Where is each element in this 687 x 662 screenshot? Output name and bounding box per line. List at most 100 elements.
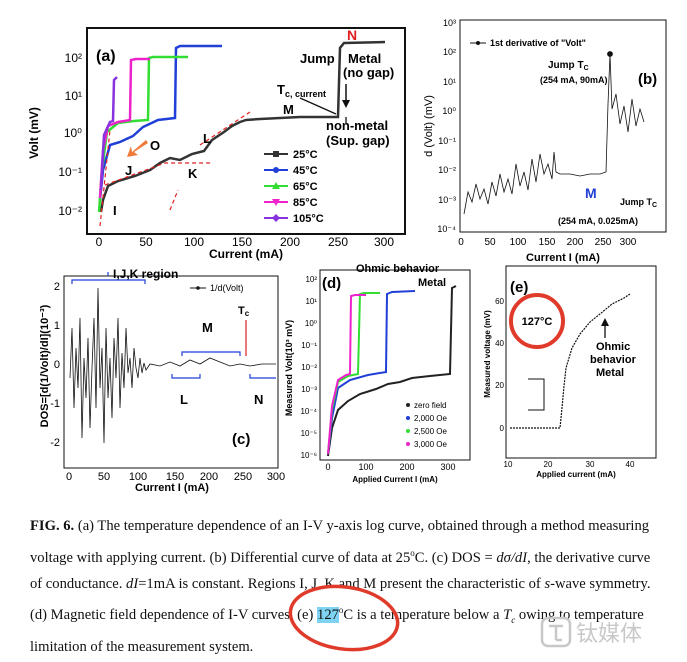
panel-b-annotations: 1st derivative of "Volt" Jump TC (254 mA… bbox=[470, 38, 657, 226]
panel-a-xlabel: Current (mA) bbox=[209, 247, 283, 261]
caption-deg-2: o bbox=[338, 605, 344, 616]
watermark-text: 钛媒体 bbox=[576, 621, 642, 646]
panel-d-xlabel: Applied Current I (mA) bbox=[352, 475, 438, 484]
legend-65c: 65°C bbox=[293, 181, 318, 193]
panel-c-chart: (c) DOS=[d(1/Volt)/dI](10⁻³) Current I (… bbox=[39, 267, 285, 494]
panel-a-legend: 25°C 45°C 65°C 85°C 105°C bbox=[264, 149, 324, 225]
temp-circle bbox=[509, 293, 565, 349]
y-tick: 10⁰ bbox=[64, 126, 82, 140]
caption-fig: FIG. 6. bbox=[30, 518, 75, 534]
label-j: J bbox=[125, 163, 132, 178]
arrow-tc bbox=[299, 97, 337, 115]
x-tick: 300 bbox=[440, 462, 455, 472]
x-tick: 300 bbox=[620, 237, 637, 248]
panel-e-curve bbox=[510, 293, 631, 429]
curve-105c bbox=[99, 76, 118, 191]
y-tick: 10⁻¹ bbox=[438, 136, 456, 146]
y-tick: -1 bbox=[50, 398, 60, 410]
y-tick: 10² bbox=[65, 51, 82, 65]
panel-b-chart: (b) d (Volt) (mV) Current I (mA) 0 50 10… bbox=[423, 18, 667, 264]
y-tick: 10¹ bbox=[305, 297, 317, 306]
caption-part5: -wave symmetry. (d) Magnetic field depen… bbox=[30, 575, 651, 624]
legend-2000oe: 2,000 Oe bbox=[414, 414, 447, 423]
curve-zero-field bbox=[327, 285, 457, 457]
jump-bottom: Jump TC bbox=[620, 197, 657, 209]
panel-e-ylabel: Measured voltage (mV) bbox=[483, 310, 492, 398]
x-tick: 250 bbox=[234, 471, 252, 483]
panel-a-y-ticks: 10² 10¹ 10⁰ 10⁻¹ 10⁻² bbox=[58, 51, 82, 218]
label-l: L bbox=[203, 131, 211, 146]
label-n: N bbox=[347, 27, 357, 43]
legend-2500oe: 2,500 Oe bbox=[414, 427, 447, 436]
x-tick: 50 bbox=[139, 235, 153, 249]
label-non-metal: non-metal bbox=[326, 118, 388, 133]
panel-b-data bbox=[463, 51, 645, 215]
panel-c-legend: 1/d(Volt) bbox=[190, 283, 244, 293]
panel-c-n: N bbox=[254, 392, 263, 407]
panel-c-y-ticks: 2 1 0 -1 -2 bbox=[50, 281, 60, 449]
x-tick: 200 bbox=[200, 471, 218, 483]
y-tick: 1 bbox=[54, 320, 60, 332]
y-tick: 10⁻⁴ bbox=[300, 407, 317, 416]
x-tick: 200 bbox=[567, 237, 584, 248]
panel-d-chart: (d) Ohmic behavior Metal Measured Volt(1… bbox=[284, 263, 471, 484]
panel-e-y-ticks: 0 20 40 60 bbox=[495, 297, 504, 433]
legend-text: 1/d(Volt) bbox=[210, 283, 244, 293]
panel-e-xlabel: Applied current (mA) bbox=[536, 470, 616, 479]
panel-d-title1: Ohmic behavior bbox=[356, 263, 440, 275]
temp-label: 127°C bbox=[522, 316, 553, 328]
x-tick: 0 bbox=[96, 235, 103, 249]
curve-25c bbox=[99, 40, 386, 213]
y-tick: 10⁻⁵ bbox=[301, 429, 317, 438]
panel-b-letter: (b) bbox=[638, 71, 657, 88]
y-tick: 10⁻¹ bbox=[301, 341, 317, 350]
legend-85c: 85°C bbox=[293, 197, 318, 209]
caption-part6: C is a temperature below a bbox=[343, 607, 504, 624]
label-sup-gap: (Sup. gap) bbox=[326, 133, 390, 148]
jump-top-value: (254 mA, 90mA) bbox=[540, 75, 608, 85]
panel-d-legend: zero field 2,000 Oe 2,500 Oe 3,000 Oe bbox=[406, 401, 447, 449]
panel-b-label-m: M bbox=[585, 185, 597, 201]
y-tick: 2 bbox=[54, 281, 60, 293]
panel-a-chart: (a) Volt (mV) Current (mA) 0 50 100 150 … bbox=[27, 27, 406, 261]
y-tick: 10² bbox=[443, 47, 456, 57]
curve-2000oe bbox=[327, 290, 416, 455]
panel-d-curves bbox=[327, 285, 457, 457]
ohmic-arrow-head bbox=[601, 318, 609, 326]
panel-c-data bbox=[69, 287, 276, 444]
caption-tc: T bbox=[503, 607, 512, 624]
ohmic-1: Ohmic bbox=[596, 341, 630, 353]
x-tick: 50 bbox=[484, 237, 496, 248]
label-jump: Jump bbox=[300, 51, 335, 66]
ohmic-3: Metal bbox=[596, 367, 624, 379]
x-tick: 100 bbox=[129, 471, 147, 483]
x-tick: 40 bbox=[626, 460, 635, 469]
x-tick: 200 bbox=[399, 462, 414, 472]
panel-a-letter: (a) bbox=[96, 48, 116, 65]
label-metal: Metal bbox=[348, 51, 381, 66]
x-tick: 50 bbox=[98, 471, 110, 483]
x-tick: 250 bbox=[595, 237, 612, 248]
x-tick: 100 bbox=[184, 235, 204, 249]
panel-d-y-ticks: 10² 10¹ 10⁰ 10⁻¹ 10⁻² 10⁻³ 10⁻⁴ 10⁻⁵ 10⁻… bbox=[300, 275, 317, 460]
panel-e-frame bbox=[505, 265, 657, 459]
x-tick: 150 bbox=[232, 235, 252, 249]
x-tick: 10 bbox=[504, 460, 513, 469]
panel-c-letter: (c) bbox=[232, 431, 250, 448]
x-tick: 20 bbox=[544, 460, 553, 469]
y-tick: 0 bbox=[500, 424, 505, 433]
x-tick: 0 bbox=[66, 471, 72, 483]
panel-d-x-ticks: 0 100 200 300 bbox=[325, 462, 455, 472]
caption-part1: (a) The temperature dependence of an I-V… bbox=[30, 518, 650, 566]
y-tick: -2 bbox=[50, 437, 60, 449]
x-tick: 100 bbox=[510, 237, 527, 248]
panel-b-frame bbox=[459, 19, 667, 233]
label-o: O bbox=[150, 138, 160, 153]
figure-caption: FIG. 6. (a) The temperature dependence o… bbox=[30, 513, 662, 660]
y-tick: 10³ bbox=[443, 18, 456, 28]
y-tick: 10⁻³ bbox=[301, 385, 317, 394]
x-tick: 150 bbox=[539, 237, 556, 248]
legend-105c: 105°C bbox=[293, 213, 324, 225]
panel-a-x-ticks: 0 50 100 150 200 250 300 bbox=[96, 235, 395, 249]
panel-d-frame bbox=[319, 269, 471, 461]
